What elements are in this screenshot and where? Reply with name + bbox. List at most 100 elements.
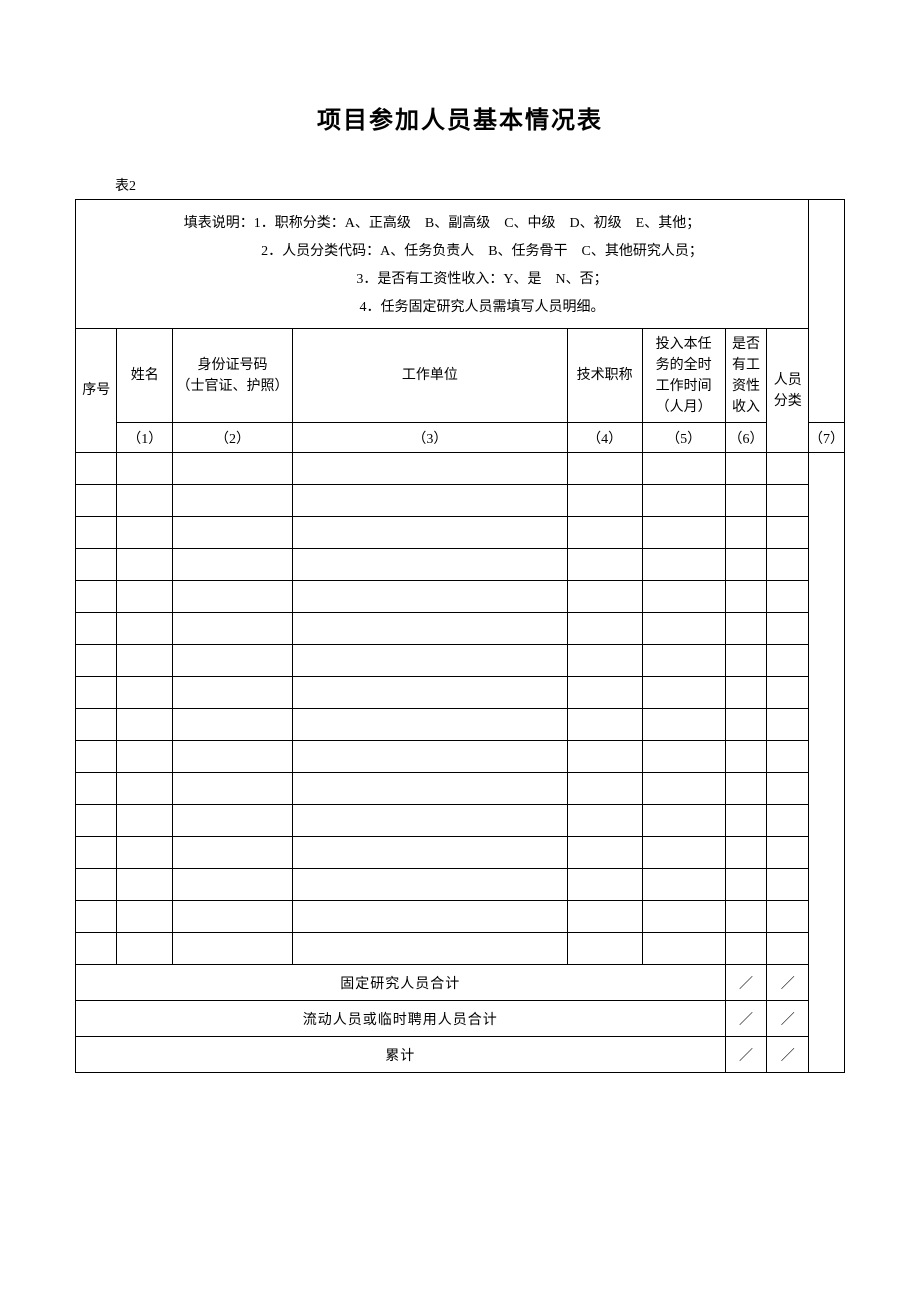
col-header-salary-l4: 收入: [732, 400, 760, 415]
table-cell: [567, 741, 642, 773]
table-cell: [76, 837, 117, 869]
table-cell: [117, 869, 173, 901]
table-cell: [567, 581, 642, 613]
col-header-time-l3: 工作时间: [656, 379, 712, 394]
instructions-prefix: 填表说明：: [184, 216, 254, 231]
table-cell: [642, 805, 725, 837]
table-cell: [117, 613, 173, 645]
table-cell: [117, 933, 173, 965]
table-cell: [173, 453, 293, 485]
table-cell: [567, 453, 642, 485]
table-cell: [293, 453, 568, 485]
table-cell: [725, 645, 767, 677]
table-cell: [725, 741, 767, 773]
table-cell: [642, 741, 725, 773]
table-cell: [767, 549, 809, 581]
col-header-category: 人员 分类: [767, 329, 809, 453]
col-header-time-l1: 投入本任: [656, 337, 712, 352]
table-cell: [767, 581, 809, 613]
table-cell: [567, 613, 642, 645]
instructions-line-1: 1．职称分类：A、正高级 B、副高级 C、中级 D、初级 E、其他；: [254, 216, 700, 231]
table-cell: [642, 613, 725, 645]
summary-temp-row: 流动人员或临时聘用人员合计 ／ ／: [76, 1001, 845, 1037]
table-cell: [725, 453, 767, 485]
summary-total-slash-1: ／: [725, 1037, 767, 1073]
table-cell: [725, 613, 767, 645]
table-cell: [725, 709, 767, 741]
table-cell: [767, 453, 809, 485]
table-cell: [293, 645, 568, 677]
summary-fixed-slash-1: ／: [725, 965, 767, 1001]
col-header-seq: 序号: [76, 329, 117, 453]
col-header-id-l1: 身份证号码: [198, 358, 268, 373]
table-cell: [173, 485, 293, 517]
col-header-id-l2: （士官证、护照）: [177, 379, 289, 394]
col-header-salary-l2: 有工: [732, 358, 760, 373]
table-cell: [725, 581, 767, 613]
table-cell: [642, 581, 725, 613]
table-cell: [642, 677, 725, 709]
table-cell: [76, 485, 117, 517]
table-cell: [767, 709, 809, 741]
table-cell: [725, 549, 767, 581]
table-cell: [293, 485, 568, 517]
table-cell: [725, 901, 767, 933]
table-cell: [725, 837, 767, 869]
col-header-time-l4: （人月）: [656, 400, 712, 415]
col-header-id: 身份证号码 （士官证、护照）: [173, 329, 293, 423]
table-cell: [293, 773, 568, 805]
table-cell: [117, 453, 173, 485]
table-cell: [173, 837, 293, 869]
table-cell: [567, 549, 642, 581]
table-cell: [642, 549, 725, 581]
column-header-row: 序号 姓名 身份证号码 （士官证、护照） 工作单位 技术职称 投入本任 务的全时…: [76, 329, 845, 423]
table-row: [76, 837, 845, 869]
table-cell: [173, 709, 293, 741]
table-cell: [642, 517, 725, 549]
table-cell: [173, 645, 293, 677]
table-cell: [76, 901, 117, 933]
instructions-line-4: 4．任务固定研究人员需填写人员明细。: [82, 294, 802, 322]
table-cell: [293, 549, 568, 581]
table-cell: [76, 869, 117, 901]
table-cell: [173, 901, 293, 933]
col-num-5: （5）: [642, 423, 725, 453]
table-row: [76, 709, 845, 741]
table-row: [76, 453, 845, 485]
table-cell: [642, 869, 725, 901]
table-cell: [173, 741, 293, 773]
table-cell: [567, 837, 642, 869]
table-cell: [767, 837, 809, 869]
table-cell: [642, 709, 725, 741]
col-num-2: （2）: [173, 423, 293, 453]
table-cell: [767, 933, 809, 965]
table-cell: [293, 613, 568, 645]
table-cell: [117, 837, 173, 869]
col-header-salary: 是否 有工 资性 收入: [725, 329, 767, 423]
table-row: [76, 645, 845, 677]
table-cell: [567, 933, 642, 965]
table-cell: [725, 677, 767, 709]
table-cell: [642, 933, 725, 965]
summary-fixed-slash-2: ／: [767, 965, 809, 1001]
col-header-time-l2: 务的全时: [656, 358, 712, 373]
table-cell: [117, 517, 173, 549]
table-cell: [117, 581, 173, 613]
table-row: [76, 613, 845, 645]
table-cell: [76, 677, 117, 709]
table-cell: [293, 709, 568, 741]
table-cell: [173, 549, 293, 581]
table-cell: [76, 805, 117, 837]
table-cell: [767, 645, 809, 677]
table-cell: [642, 453, 725, 485]
personnel-table: 填表说明：1．职称分类：A、正高级 B、副高级 C、中级 D、初级 E、其他； …: [75, 199, 845, 1073]
table-row: [76, 581, 845, 613]
col-header-category-l1: 人员: [774, 373, 802, 388]
table-cell: [293, 837, 568, 869]
column-number-row: （1） （2） （3） （4） （5） （6） （7）: [76, 423, 845, 453]
table-cell: [725, 773, 767, 805]
table-cell: [293, 741, 568, 773]
table-cell: [767, 901, 809, 933]
table-cell: [567, 869, 642, 901]
col-header-time: 投入本任 务的全时 工作时间 （人月）: [642, 329, 725, 423]
